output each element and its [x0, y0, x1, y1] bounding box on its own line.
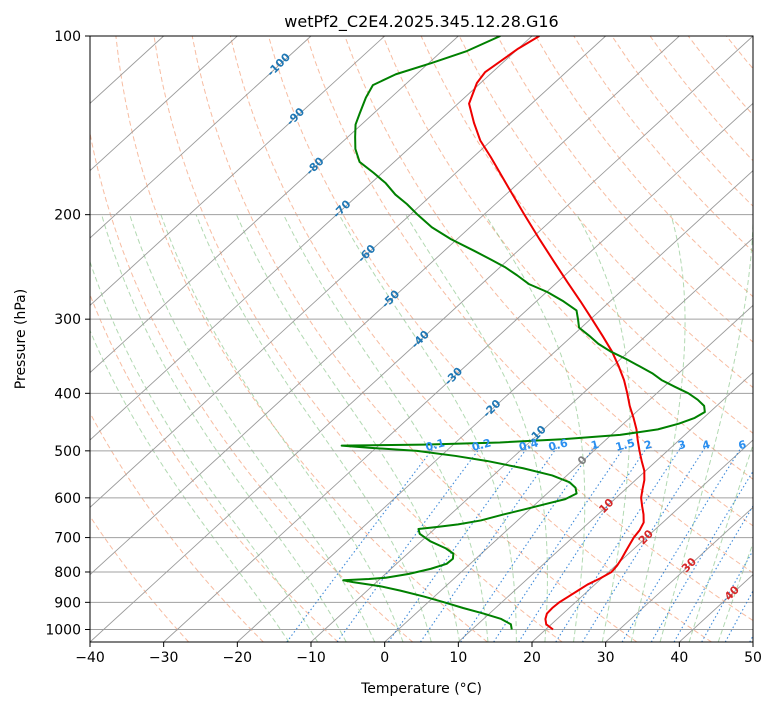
moist-adiabat — [660, 215, 753, 642]
moist-adiabat — [689, 215, 775, 642]
p-tick-label: 100 — [54, 29, 81, 45]
p-tick-label: 200 — [54, 208, 81, 224]
mixing-ratio-line — [674, 446, 775, 642]
x-tick-label: −30 — [149, 650, 179, 666]
x-tick-label: 50 — [744, 650, 762, 666]
moist-adiabat — [236, 215, 459, 642]
moist-adiabat — [196, 215, 431, 642]
p-tick-label: 700 — [54, 531, 81, 547]
background-grid — [0, 36, 775, 642]
p-tick-label: 500 — [54, 444, 81, 460]
moist-adiabat — [339, 215, 516, 642]
p-tick-label: 900 — [54, 595, 81, 611]
moist-adiabat — [406, 215, 548, 642]
isotherm-line — [0, 36, 237, 642]
dry-adiabat — [78, 36, 413, 642]
isotherm-label: -100 — [264, 50, 293, 79]
moist-adiabat — [52, 215, 289, 642]
moist-adiabat — [161, 215, 403, 642]
p-tick-label: 600 — [54, 491, 81, 507]
isotherm-line — [0, 36, 532, 642]
mixing-ratio-line — [725, 446, 775, 642]
dry-adiabat — [269, 36, 775, 642]
x-tick-label: −20 — [223, 650, 253, 666]
dry-adiabat — [497, 36, 775, 642]
chart-title: wetPf2_C2E4.2025.345.12.28.G16 — [284, 12, 558, 32]
moist-adiabat — [130, 215, 375, 642]
isotherm-line — [164, 36, 775, 642]
p-tick-label: 1000 — [45, 623, 81, 639]
x-tick-label: 0 — [380, 650, 389, 666]
dry-adiabat — [116, 36, 488, 642]
axes: −40 −30 −20 −10 0 10 20 30 40 50 100 200 300 400 500 60… — [45, 29, 762, 666]
p-tick-label: 400 — [54, 386, 81, 402]
mixing-ratio-label: 8 — [763, 438, 774, 453]
x-axis-label: Temperature (°C) — [360, 681, 482, 697]
isotherm-line — [0, 36, 311, 642]
dry-adiabat — [650, 36, 775, 642]
mixing-ratio-line — [420, 446, 558, 642]
x-tick-label: −10 — [296, 650, 326, 666]
mixing-ratio-line — [388, 446, 528, 642]
mixing-ratio-label: 3 — [677, 438, 688, 453]
p-tick-label: 800 — [54, 565, 81, 581]
dry-adiabat — [345, 36, 775, 642]
dry-adiabat — [1, 36, 263, 642]
isotherm-line — [0, 36, 606, 642]
moist-adiabat — [577, 215, 630, 642]
isotherm-line — [0, 36, 385, 642]
isotherm-line — [16, 36, 679, 642]
x-tick-label: 40 — [670, 650, 688, 666]
y-axis-label: Pressure (hPa) — [13, 289, 29, 389]
isotherm-line — [753, 36, 775, 642]
mixing-ratio-line — [494, 446, 626, 642]
dry-adiabat — [688, 36, 775, 642]
mixing-ratio-line — [622, 446, 742, 642]
dry-adiabat — [230, 36, 711, 642]
x-tick-label: 10 — [449, 650, 467, 666]
moist-adiabat — [102, 215, 347, 642]
moist-adiabat — [76, 215, 318, 642]
x-tick-label: 20 — [523, 650, 541, 666]
mixing-ratio-label: 6 — [737, 438, 748, 453]
mixing-ratio-label: 4 — [701, 438, 712, 453]
x-tick-label: 30 — [597, 650, 615, 666]
mixing-ratio-label: 2 — [643, 438, 654, 453]
isotherm-line — [0, 36, 458, 642]
dry-adiabat — [765, 36, 775, 642]
p-tick-label: 300 — [54, 312, 81, 328]
x-tick-label: −40 — [75, 650, 105, 666]
